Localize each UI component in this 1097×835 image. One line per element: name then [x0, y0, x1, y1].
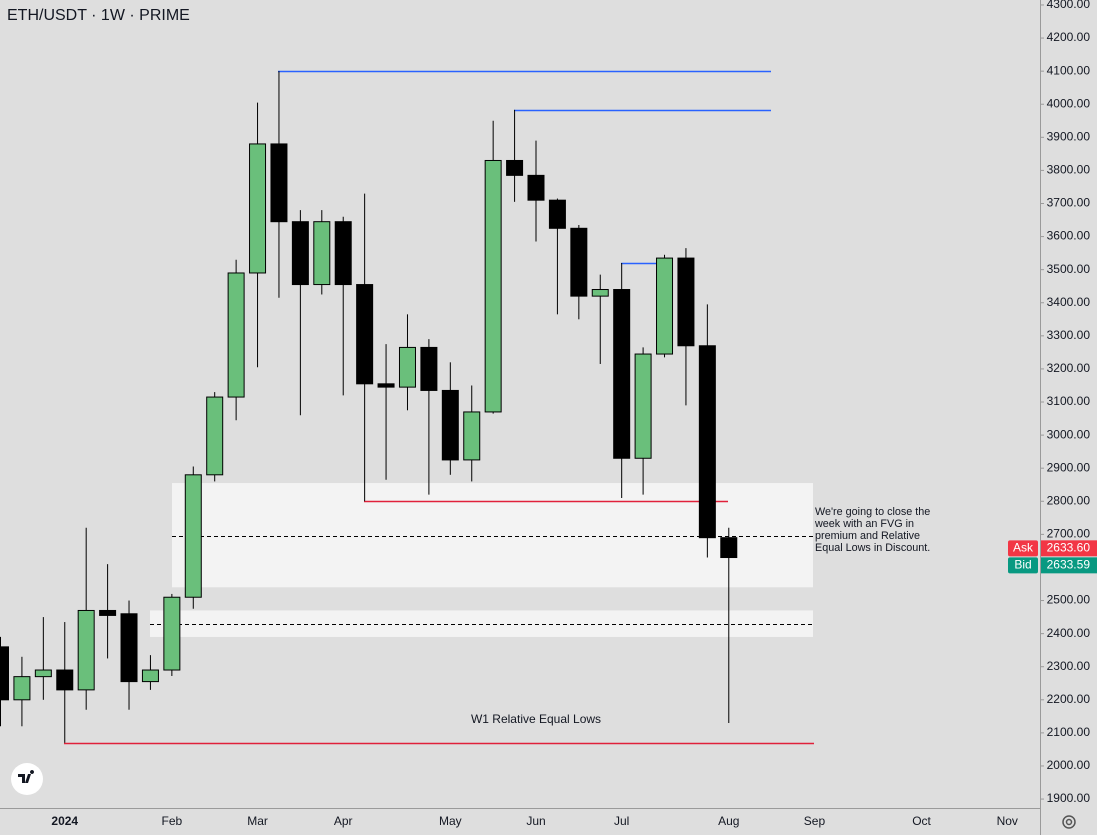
settings-icon[interactable] [1062, 815, 1076, 829]
quote-box [1008, 540, 1038, 557]
y-tick-label: 2400.00 [1047, 626, 1091, 640]
annotation: We're going to close the [815, 506, 930, 518]
y-tick-label: 2800.00 [1047, 493, 1091, 507]
candle-body [527, 174, 545, 201]
candle-body [591, 289, 609, 297]
y-tick-label: 2100.00 [1047, 725, 1091, 739]
candle-body [313, 221, 331, 286]
annotation: premium and Relative [815, 530, 920, 542]
quote-name: Ask [1013, 541, 1034, 555]
y-tick-label: 3200.00 [1047, 361, 1091, 375]
candle-body [634, 353, 652, 459]
quote-box [1008, 557, 1038, 574]
y-tick-label: 2700.00 [1047, 527, 1091, 541]
candle-body [99, 609, 117, 616]
candle-body [656, 257, 674, 355]
y-tick-label: 2200.00 [1047, 692, 1091, 706]
quote-name: Bid [1014, 558, 1031, 572]
x-tick-label: 2024 [51, 814, 78, 828]
x-tick-label: Nov [997, 814, 1018, 828]
y-tick-label: 3700.00 [1047, 196, 1091, 210]
candle-body [484, 159, 502, 413]
y-tick-label: 3300.00 [1047, 328, 1091, 342]
y-tick-label: 2500.00 [1047, 593, 1091, 607]
chart-title: ETH/USDT · 1W · PRIME [7, 7, 190, 24]
y-tick-label: 3400.00 [1047, 295, 1091, 309]
annotation: Equal Lows in Discount. [815, 542, 930, 554]
y-tick-label: 3000.00 [1047, 427, 1091, 441]
candle-body [613, 289, 631, 459]
x-tick-label: Oct [912, 814, 931, 828]
plot-area [0, 70, 814, 745]
y-tick-label: 2000.00 [1047, 758, 1091, 772]
candle-body [141, 669, 159, 683]
candle-body [270, 143, 288, 223]
y-tick-label: 3900.00 [1047, 129, 1091, 143]
quote-price-box [1041, 540, 1097, 557]
quote-price: 2633.59 [1047, 558, 1091, 572]
y-tick-label: 4000.00 [1047, 96, 1091, 110]
y-tick-label: 4300.00 [1047, 0, 1091, 11]
candle-body [227, 272, 245, 398]
candle-body [249, 143, 267, 274]
candle-body [206, 396, 224, 476]
y-tick-label: 3800.00 [1047, 163, 1091, 177]
settings-center[interactable] [1065, 818, 1073, 826]
y-tick-label: 1900.00 [1047, 791, 1091, 805]
candle-body [420, 346, 438, 391]
candle-body [291, 221, 309, 286]
quote-price: 2633.60 [1047, 541, 1091, 555]
x-tick-label: Mar [247, 814, 268, 828]
annotation: W1 Relative Equal Lows [471, 712, 601, 726]
candle-body [377, 383, 395, 388]
candle-body [163, 596, 181, 671]
x-tick-label: Aug [718, 814, 739, 828]
candle-body [0, 646, 9, 701]
y-tick-label: 4100.00 [1047, 63, 1091, 77]
candle-body [356, 284, 374, 385]
candle-body [698, 345, 716, 539]
x-tick-label: Sep [804, 814, 826, 828]
candle-body [77, 609, 95, 691]
candle-body [56, 669, 74, 691]
candle-body [334, 221, 352, 286]
x-tick-label: Feb [162, 814, 183, 828]
candle-body [677, 257, 695, 347]
y-tick-label: 2300.00 [1047, 659, 1091, 673]
y-tick-label: 2900.00 [1047, 460, 1091, 474]
y-tick-label: 4200.00 [1047, 30, 1091, 44]
candle-body [120, 613, 138, 683]
candle-body [184, 474, 202, 598]
logo[interactable] [11, 763, 43, 795]
candle-body [506, 159, 524, 176]
candle-body [463, 411, 481, 461]
annotation: week with an FVG in [814, 518, 914, 530]
candle-body [398, 346, 416, 388]
y-tick-label: 3100.00 [1047, 394, 1091, 408]
y-tick-label: 3600.00 [1047, 229, 1091, 243]
candle-body [34, 669, 52, 678]
candle-body [570, 227, 588, 297]
candle-body [548, 199, 566, 229]
y-tick-label: 3500.00 [1047, 262, 1091, 276]
settings-gear[interactable] [1062, 815, 1076, 829]
candle-body [441, 389, 459, 461]
x-tick-label: Jun [526, 814, 545, 828]
x-tick-label: Jul [614, 814, 629, 828]
logo-mark[interactable] [18, 770, 35, 783]
fvg-zone [150, 610, 813, 637]
fvg-zone [172, 483, 813, 588]
candle-body [13, 676, 31, 701]
x-tick-label: May [439, 814, 462, 828]
quote-price-box [1041, 557, 1097, 574]
candle-body [720, 537, 738, 559]
x-tick-label: Apr [334, 814, 353, 828]
